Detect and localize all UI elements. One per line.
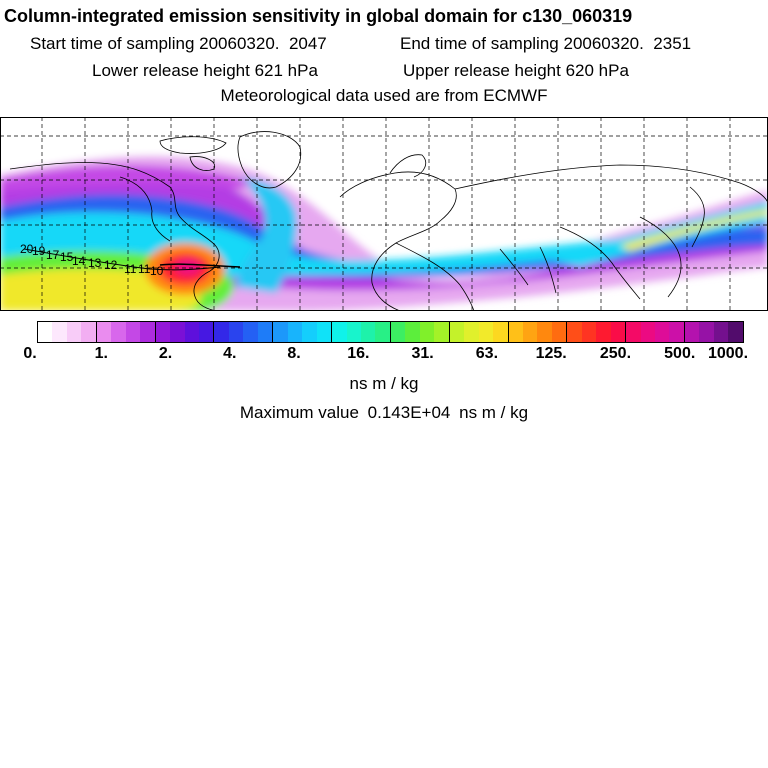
start-time: Start time of sampling 20060320. 2047 [30,34,327,54]
colorbar-swatch [125,322,141,342]
colorbar-swatch [684,322,700,342]
colorbar-swatch [287,322,303,342]
colorbar-swatch [449,322,465,342]
colorbar-swatch [375,322,391,342]
colorbar-swatch [316,322,333,342]
colorbar-swatch [38,322,53,342]
colorbar-tick-label: 1000. [707,345,749,362]
colorbar-swatch [140,322,156,342]
colorbar-swatch [508,322,523,342]
sensitivity-map: 20 19 17 15 14 13 12 11 11 10 [0,117,768,311]
met-data-note: Meteorological data used are from ECMWF [220,86,548,105]
colorbar-swatch [390,322,406,342]
colorbar-swatch [273,322,288,342]
colorbar-swatch [522,322,538,342]
maximum-value: Maximum value 0.143E+04 ns m / kg [0,403,768,423]
colorbar-tick-label: 2. [158,345,173,362]
colorbar-swatch [655,322,670,342]
upper-release-label: Upper release height [403,61,561,80]
colorbar-swatch [478,322,494,342]
upper-release-height: Upper release height 620 hPa [403,61,629,81]
colorbar-swatch [640,322,656,342]
colorbar-tick-label: 4. [223,345,237,362]
start-time-label: Start time of sampling [30,34,195,53]
maximum-number: 0.143E+04 [367,403,451,422]
colorbar-tick-label: 250. [599,345,632,362]
track-label: 13 [88,256,102,270]
track-label: 12 [104,258,118,272]
colorbar-swatch [257,322,274,342]
colorbar-swatch [434,322,450,342]
colorbar-swatch [610,322,627,342]
colorbar [37,321,744,343]
colorbar-swatch [96,322,112,342]
end-time-value: 20060320. 2351 [563,34,692,53]
start-time-value: 20060320. 2047 [199,34,327,53]
colorbar-swatch [228,322,244,342]
track-label: 17 [46,248,60,262]
track-label: 10 [150,264,164,278]
colorbar-swatch [669,322,685,342]
colorbar-swatch [170,322,185,342]
track-label: 11 [138,262,151,276]
colorbar-swatch [537,322,552,342]
lower-release-height: Lower release height 621 hPa [92,61,318,81]
colorbar-tick-label: 1. [94,345,108,362]
colorbar-tick-label: 500. [664,345,696,362]
colorbar-swatch [567,322,582,342]
end-time-label: End time of sampling [400,34,559,53]
track-labels: 20 19 17 15 14 13 12 11 11 10 [20,242,164,278]
end-time: End time of sampling 20060320. 2351 [400,34,691,54]
colorbar-tick-label: 63. [475,345,499,362]
colorbar-swatch [626,322,641,342]
colorbar-swatch [81,322,97,342]
lower-release-label: Lower release height [92,61,250,80]
colorbar-swatch [581,322,597,342]
colorbar-tick-label: 8. [287,345,301,362]
lower-release-value: 621 hPa [254,61,318,80]
colorbar-swatch [405,322,420,342]
maximum-unit: ns m / kg [459,403,529,422]
colorbar-swatch [52,322,67,342]
maximum-label: Maximum value [239,403,359,422]
colorbar-swatch [464,322,479,342]
track-label: 11 [124,262,137,276]
colorbar-swatch [66,322,82,342]
colorbar-swatch [699,322,714,342]
track-label: 14 [72,254,86,268]
colorbar-swatch [596,322,611,342]
colorbar-tick-label: 0. [23,345,37,362]
graticule [0,117,768,311]
colorbar-swatch [198,322,215,342]
colorbar-swatch [184,322,199,342]
colorbar-tick-label: 31. [411,345,434,362]
colorbar-swatch [713,322,729,342]
track-label: 20 [20,242,34,256]
track-label: 15 [60,250,74,264]
colorbar-swatch [728,322,743,342]
upper-release-value: 620 hPa [565,61,629,80]
plot-title: Column-integrated emission sensitivity i… [4,6,633,26]
colorbar-swatch [360,322,376,342]
track-label: 19 [32,244,46,258]
colorbar-swatch [551,322,568,342]
colorbar-tick-label: 125. [535,345,567,362]
coastlines [9,131,768,311]
colorbar-swatch [346,322,361,342]
colorbar-swatch [302,322,317,342]
colorbar-swatch [243,322,258,342]
colorbar-swatch [493,322,509,342]
colorbar-swatch [332,322,347,342]
colorbar-swatch [111,322,126,342]
colorbar-swatch [214,322,229,342]
colorbar-unit: ns m / kg [349,374,419,393]
flight-track [23,248,241,271]
colorbar-swatch [419,322,435,342]
colorbar-tick-label: 16. [347,345,370,362]
colorbar-swatch [155,322,171,342]
